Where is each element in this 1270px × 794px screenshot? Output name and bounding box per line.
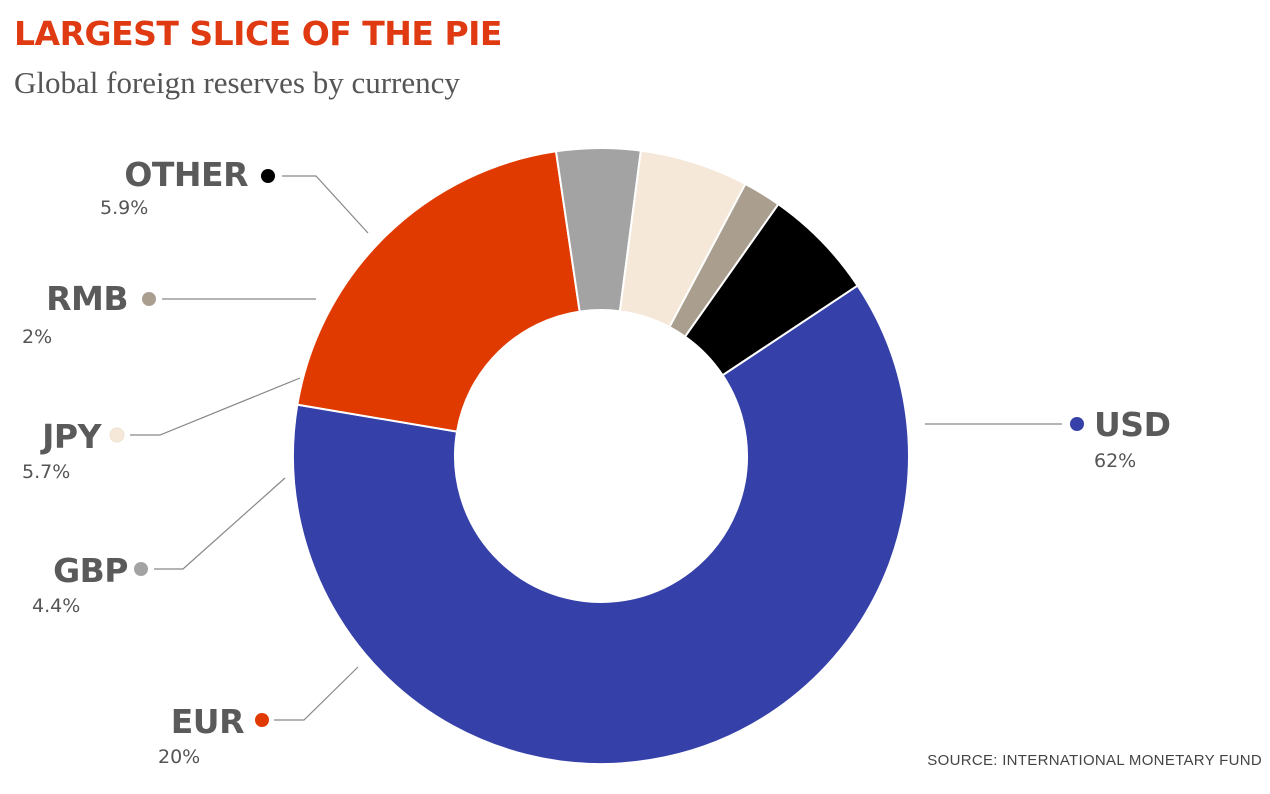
legend-dot-eur [255, 713, 269, 727]
leader-line-gbp [154, 477, 286, 570]
chart-subtitle: Global foreign reserves by currency [14, 65, 460, 100]
legend-dot-gbp [134, 562, 148, 576]
slice-label-rmb: RMB [46, 279, 128, 318]
legend-dot-rmb [142, 292, 156, 306]
slice-label-other: OTHER [124, 155, 248, 194]
legend-dot-other [261, 169, 275, 183]
slice-value-jpy: 5.7% [22, 461, 70, 483]
slice-usd [292, 284, 910, 765]
slice-label-jpy: JPY [40, 417, 102, 456]
leader-line-eur [274, 666, 359, 721]
slice-other [683, 202, 859, 377]
leader-line-jpy [130, 377, 301, 436]
slice-value-rmb: 2% [22, 326, 52, 348]
slice-eur [296, 150, 581, 433]
slice-label-gbp: GBP [53, 551, 128, 590]
slice-value-gbp: 4.4% [32, 595, 80, 617]
legend-dot-usd [1070, 417, 1084, 431]
slice-callouts: USD 62% EUR 20% GBP 4.4% JPY 5.7% RMB 2% OTHER 5.9% [22, 155, 1171, 768]
slice-value-eur: 20% [158, 746, 200, 768]
slice-value-usd: 62% [1094, 450, 1136, 472]
slice-label-usd: USD [1094, 405, 1170, 444]
chart-title: LARGEST SLICE OF THE PIE [14, 14, 502, 53]
source-note: SOURCE: INTERNATIONAL MONETARY FUND [927, 752, 1262, 769]
leader-line-other [282, 175, 369, 234]
donut-slices [292, 147, 910, 765]
legend-dot-jpy [109, 427, 125, 443]
slice-label-eur: EUR [171, 702, 244, 741]
slice-value-other: 5.9% [100, 197, 148, 219]
